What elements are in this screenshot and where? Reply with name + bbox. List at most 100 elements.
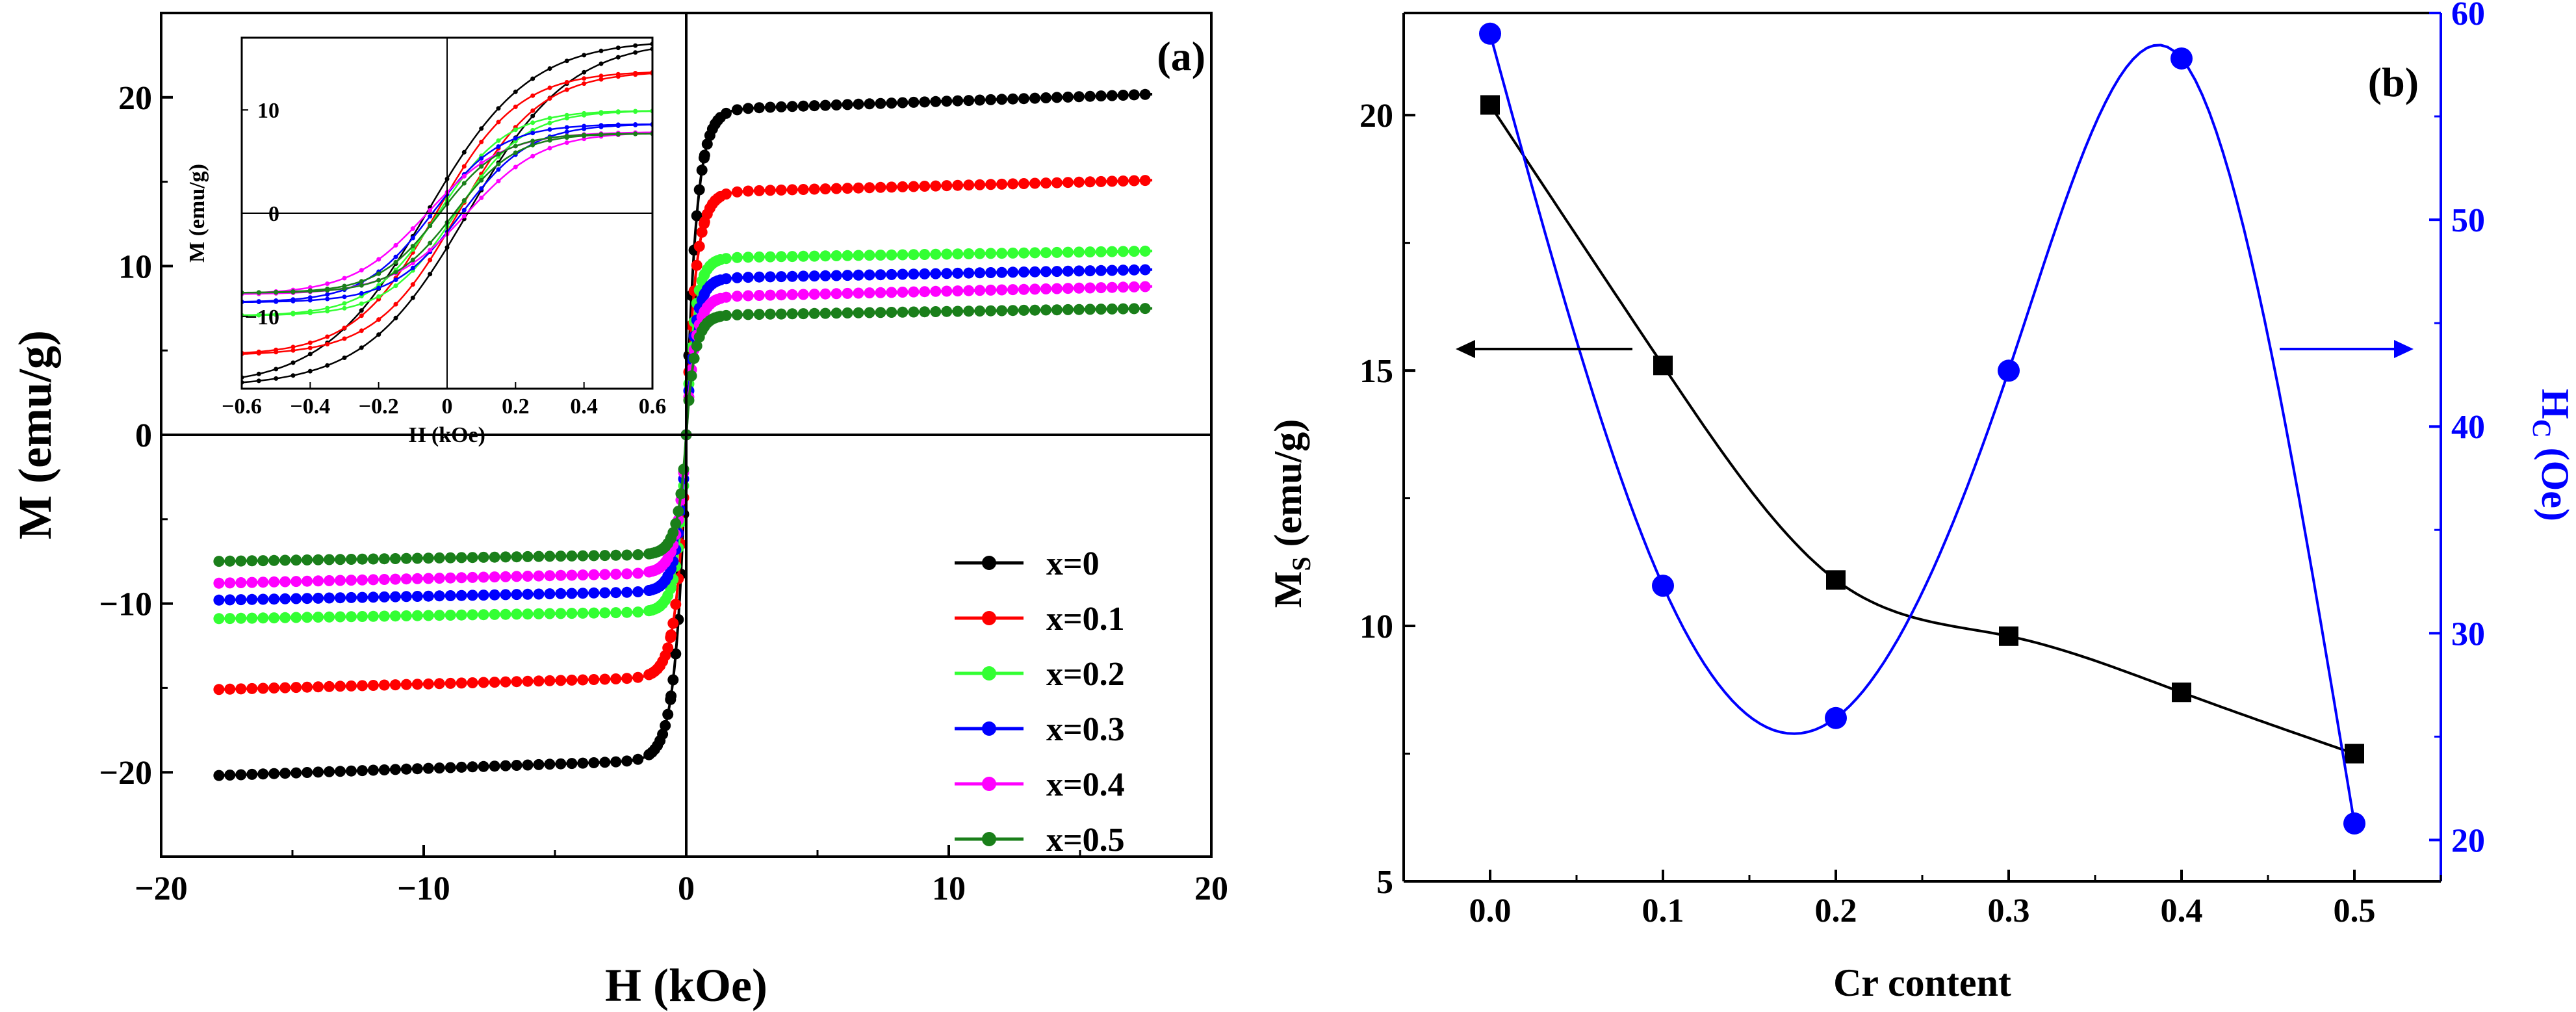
- panel-a-data-point: [588, 587, 600, 599]
- panel-a-data-point: [1029, 177, 1040, 189]
- panel-a-data-point: [886, 249, 897, 261]
- panel-a-data-point: [422, 678, 434, 690]
- panel-a-data-point: [224, 770, 236, 781]
- inset-data-point: [376, 317, 381, 322]
- panel-a-data-point: [489, 571, 500, 583]
- panel-a-data-point: [1051, 92, 1063, 103]
- inset-data-point: [530, 113, 535, 118]
- panel-a-data-point: [632, 549, 644, 560]
- panel-a-data-point: [1051, 177, 1063, 188]
- panel-a-data-point: [742, 185, 754, 197]
- panel-a-data-point: [786, 251, 798, 263]
- panel-a-data-point: [444, 572, 456, 584]
- panel-a-data-point: [257, 682, 269, 694]
- panel-a-data-point: [378, 591, 390, 603]
- panel-a-data-point: [257, 768, 269, 780]
- panel-a-data-point: [599, 569, 611, 580]
- panel-a-data-point: [985, 305, 997, 317]
- inset-data-point: [547, 146, 552, 151]
- panel-a-data-point: [908, 96, 920, 108]
- panel-a-data-point: [1040, 177, 1051, 189]
- panel-a-data-point: [853, 250, 864, 261]
- panel-a-data-point: [675, 488, 687, 500]
- panel-a-data-point: [764, 289, 776, 301]
- panel-a-legend: x=0 x=0.1 x=0.2 x=0.3 x=0.4 x=0.5: [955, 545, 1125, 859]
- panel-a-data-point: [1018, 266, 1029, 278]
- panel-a-data-point: [533, 588, 545, 600]
- panel-a-data-point: [731, 291, 743, 302]
- panel-a-data-point: [660, 720, 671, 731]
- panel-a-data-point: [1128, 89, 1140, 101]
- panel-a-data-point: [985, 248, 997, 259]
- panel-a-data-point: [367, 591, 379, 603]
- panel-a-data-point: [279, 593, 291, 604]
- inset-data-point: [359, 279, 364, 284]
- panel-a-data-point: [632, 671, 644, 683]
- inset-data-point: [530, 93, 535, 98]
- panel-a-data-point: [632, 753, 644, 765]
- panel-a-data-point: [842, 307, 853, 318]
- panel-a-data-point: [1018, 93, 1029, 105]
- inset-data-point: [290, 348, 296, 353]
- panel-a-data-point: [224, 577, 236, 589]
- hc-data-point: [1825, 707, 1847, 729]
- panel-a-data-point: [400, 679, 412, 690]
- panel-a-data-point: [786, 308, 798, 320]
- panel-b-left-tick-label: 15: [1359, 353, 1393, 390]
- inset-data-point: [599, 61, 604, 66]
- legend-marker: [982, 666, 996, 681]
- panel-a-data-point: [1062, 304, 1074, 315]
- legend-label: x=0.1: [1046, 601, 1125, 638]
- inset-data-point: [513, 89, 518, 94]
- legend-marker: [982, 777, 996, 791]
- panel-a-data-point: [963, 267, 975, 279]
- panel-a-data-point: [400, 573, 412, 585]
- hc-arrow-head: [2394, 340, 2414, 358]
- inset-data-point: [461, 149, 467, 155]
- panel-a-data-point: [764, 271, 776, 283]
- panel-a-data-point: [1018, 304, 1029, 316]
- inset-data-point: [342, 301, 347, 306]
- panel-a-data-point: [378, 553, 390, 565]
- panel-a-data-point: [963, 95, 975, 107]
- inset-data-point: [479, 139, 484, 144]
- panel-a-data-point: [411, 573, 423, 584]
- panel-a-data-point: [974, 267, 986, 279]
- panel-a-data-point: [456, 552, 467, 564]
- inset-data-point: [290, 289, 296, 294]
- panel-a-y-tick-label: −10: [99, 586, 152, 623]
- inset-data-point: [393, 254, 398, 259]
- inset-data-point: [274, 290, 279, 295]
- inset-data-point: [547, 116, 552, 121]
- inset-data-point: [393, 259, 398, 265]
- panel-a-data-point: [302, 593, 313, 604]
- panel-a-data-point: [313, 592, 324, 604]
- inset-data-point: [633, 43, 638, 48]
- panel-a-data-point: [467, 761, 478, 773]
- panel-a-data-point: [213, 577, 225, 589]
- panel-b-x-tick-label: 0.3: [1988, 892, 2030, 929]
- inset-data-point: [547, 120, 552, 125]
- panel-a-data-point: [930, 285, 942, 297]
- panel-a-data-point: [853, 287, 864, 299]
- panel-a-data-point: [985, 284, 997, 296]
- panel-a-data-point: [411, 591, 423, 602]
- panel-a-data-point: [444, 610, 456, 621]
- panel-a-data-point: [952, 179, 964, 191]
- legend-label: x=0.5: [1046, 822, 1125, 859]
- panel-a-data-point: [268, 593, 280, 605]
- panel-a-data-point: [302, 681, 313, 693]
- inset-data-point: [290, 311, 296, 317]
- panel-a-data-point: [1040, 247, 1051, 259]
- panel-a-axes: −20 −10 0 10 20 −20 −10 0 10 20: [99, 12, 1228, 907]
- inset-data-point: [461, 214, 467, 218]
- panel-a-data-point: [1073, 282, 1085, 294]
- panel-a-data-point: [257, 593, 269, 605]
- panel-a-data-point: [632, 606, 644, 618]
- panel-a-data-point: [411, 552, 423, 564]
- panel-a-data-point: [357, 591, 368, 603]
- panel-b-right-tick-label: 30: [2451, 616, 2485, 653]
- inset-data-point: [547, 66, 552, 71]
- inset-x-tick-label: 0.4: [570, 395, 598, 419]
- panel-a-data-point: [696, 164, 708, 176]
